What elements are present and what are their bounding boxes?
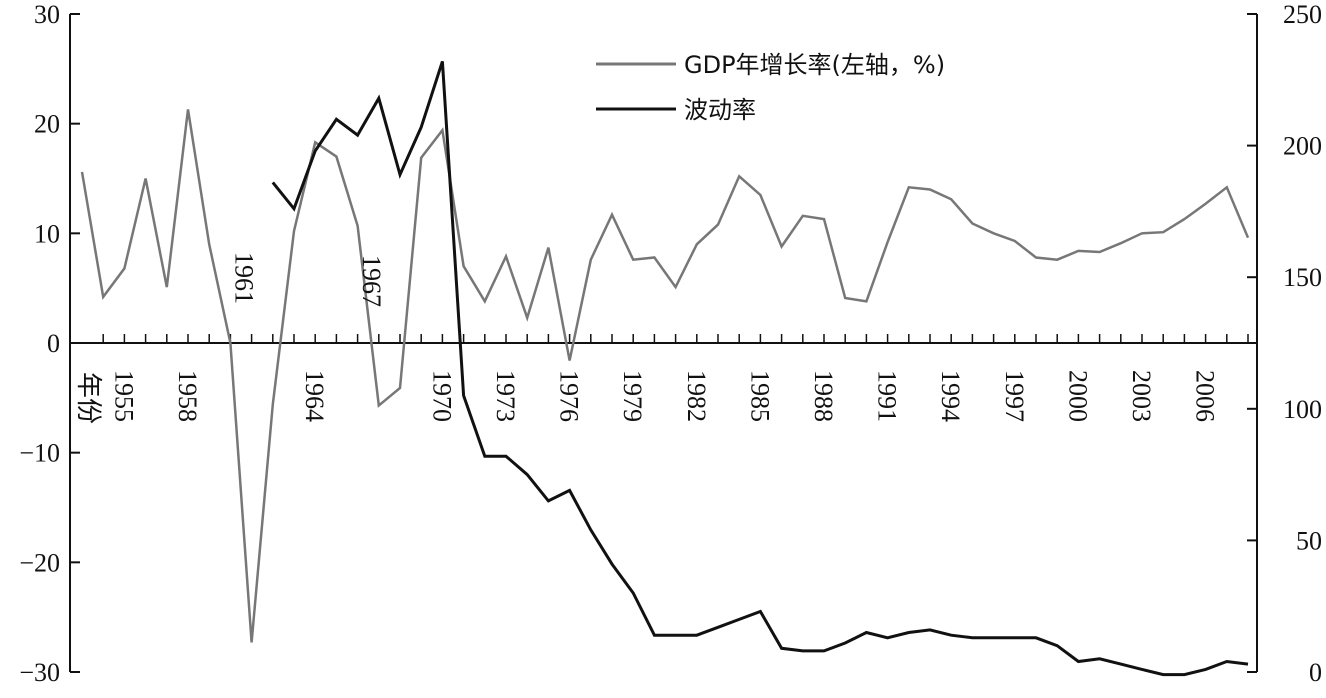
left-tick-label: −20 [19,548,60,577]
x-tick-label: 2003 [1127,370,1156,422]
left-tick-label: 20 [34,110,60,139]
x-axis-label: 年份 [74,372,103,424]
annotation-1967: 1967 [357,255,386,307]
left-tick-label: 10 [34,219,60,248]
gdp-growth-line [80,109,1250,643]
x-tick-label: 1994 [936,370,965,422]
annotations: 1961 1967 [230,252,386,307]
left-tick-label: 30 [34,0,60,29]
legend: GDP年增长率(左轴，%) 波动率 [596,51,945,124]
x-tick-label: 1958 [173,370,202,422]
x-tick-label: 1970 [427,370,456,422]
x-tick-label: 1991 [873,370,902,422]
x-tick-label: 1985 [745,370,774,422]
left-tick-label: 0 [47,329,60,358]
right-tick-label: 50 [1296,526,1322,555]
right-tick-label: 150 [1283,263,1322,292]
right-tick-label: 200 [1283,132,1322,161]
left-tick-label: −10 [19,439,60,468]
x-tick-label: 1979 [618,370,647,422]
series-layer [80,60,1250,677]
right-tick-label: 250 [1283,0,1322,29]
x-tick-label: 2006 [1191,370,1220,422]
volatility-line [271,60,1249,677]
x-tick-label: 1982 [682,370,711,422]
x-tick-label: 1973 [491,370,520,422]
right-tick-label: 0 [1309,658,1322,687]
x-tick-label: 1976 [555,370,584,422]
left-tick-label: −30 [19,658,60,687]
x-tick-label: 1964 [300,370,329,422]
annotation-1961: 1961 [230,252,259,304]
right-y-axis: 250 200 150 100 50 0 [1247,0,1322,687]
x-tick-label: 1997 [1000,370,1029,422]
x-axis: 1955 1958 1964 1970 1973 1976 1979 1982 1985 1988… [102,334,1249,422]
legend-label-volatility: 波动率 [684,96,756,124]
x-tick-label: 1955 [109,370,138,422]
right-tick-label: 100 [1283,395,1322,424]
x-tick-label: 1988 [809,370,838,422]
x-tick-label: 2000 [1063,370,1092,422]
left-y-axis: 30 20 10 0 −10 −20 −30 [19,0,80,687]
legend-label-gdp: GDP年增长率(左轴，%) [684,51,945,79]
